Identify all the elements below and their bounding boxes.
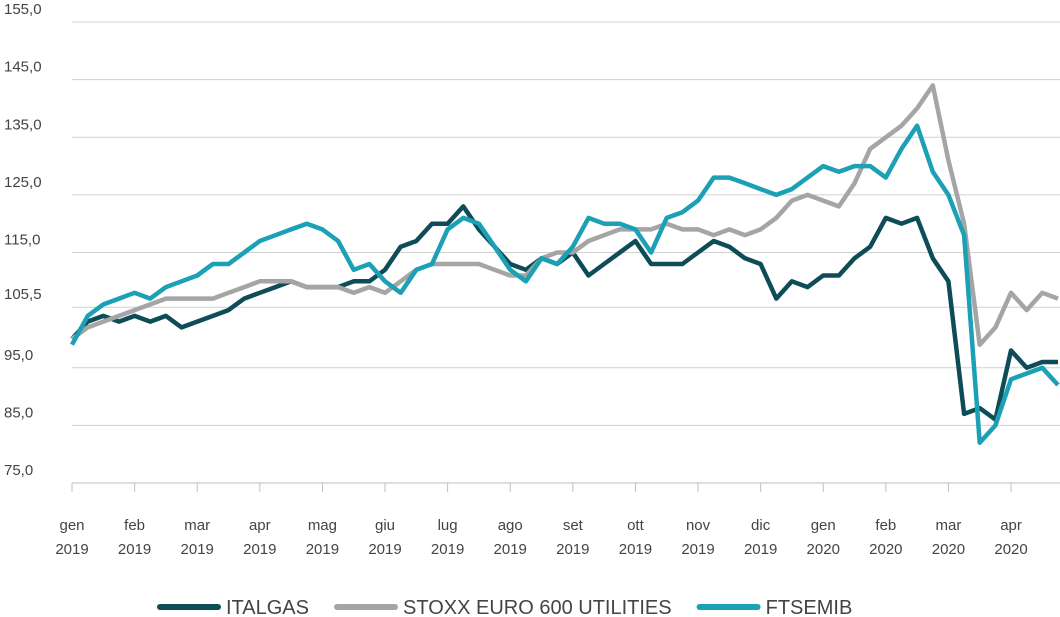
x-tick-label-line: mag <box>308 517 337 534</box>
x-tick-label-line: feb <box>124 517 145 534</box>
x-tick-label: lug 2019 <box>431 517 464 558</box>
x-tick-label-line: mar <box>936 517 962 534</box>
x-tick-label-line: feb <box>875 517 896 534</box>
x-tick-label-line: nov <box>686 517 711 534</box>
x-tick-label: apr 2019 <box>243 517 276 558</box>
x-tick-label-line: 2019 <box>431 541 464 558</box>
x-tick-label-line: lug <box>438 517 458 534</box>
x-tick-label-line: apr <box>1000 517 1022 534</box>
y-tick-label: 135,0 <box>4 116 42 133</box>
x-tick-label-line: apr <box>249 517 271 534</box>
y-tick-label: 155,0 <box>4 1 42 18</box>
x-tick-label: ago 2019 <box>494 517 527 558</box>
legend-label: ITALGAS <box>226 597 309 617</box>
x-tick-label-line: 2019 <box>243 541 276 558</box>
x-tick-label-line: 2020 <box>932 541 965 558</box>
x-tick-label-line: ago <box>498 517 523 534</box>
series-line <box>70 123 1060 445</box>
x-tick-label: mar 2020 <box>932 517 965 558</box>
x-tick-label: ott 2019 <box>619 517 652 558</box>
x-tick-label-line: ott <box>627 517 645 534</box>
x-tick-label-line: 2019 <box>556 541 589 558</box>
y-tick-label: 95,0 <box>4 347 33 364</box>
x-tick-label-line: 2019 <box>181 541 214 558</box>
y-tick-label: 85,0 <box>4 404 33 421</box>
x-tick-label-line: 2019 <box>619 541 652 558</box>
x-tick-label-line: gen <box>59 517 84 534</box>
x-tick-label: giu 2019 <box>368 517 401 558</box>
x-tick-label-line: 2019 <box>368 541 401 558</box>
y-tick-label: 125,0 <box>4 174 42 191</box>
y-tick-label: 105,5 <box>4 286 42 303</box>
x-tick-label-line: 2019 <box>681 541 714 558</box>
x-tick-label-line: 2020 <box>807 541 840 558</box>
series-line <box>70 204 1058 422</box>
x-tick-label: mar 2019 <box>181 517 214 558</box>
x-tick-label-line: dic <box>751 517 771 534</box>
x-tick-label: set 2019 <box>556 517 589 558</box>
x-tick-label-line: 2020 <box>869 541 902 558</box>
x-tick-label-line: 2019 <box>55 541 88 558</box>
legend-label: STOXX EURO 600 UTILITIES <box>403 597 672 617</box>
x-tick-label: feb 2020 <box>869 517 902 558</box>
x-tick-label-line: 2019 <box>306 541 339 558</box>
x-tick-label: apr 2020 <box>994 517 1027 558</box>
x-tick-label: feb 2019 <box>118 517 151 558</box>
legend-label: FTSEMIB <box>766 597 853 617</box>
x-tick-label: mag 2019 <box>306 517 339 558</box>
x-tick-label: gen 2019 <box>55 517 88 558</box>
x-tick-label: dic 2019 <box>744 517 777 558</box>
x-tick-label-line: mar <box>184 517 210 534</box>
x-tick-label: gen 2020 <box>807 517 840 558</box>
x-tick-label-line: 2019 <box>118 541 151 558</box>
y-tick-label: 115,0 <box>4 232 40 249</box>
x-tick-label: nov 2019 <box>681 517 714 558</box>
x-tick-label-line: giu <box>375 517 395 534</box>
x-tick-label-line: 2019 <box>494 541 527 558</box>
series-line <box>70 83 1059 347</box>
x-tick-label-line: gen <box>811 517 836 534</box>
x-tick-label-line: 2020 <box>994 541 1027 558</box>
x-tick-label-line: 2019 <box>744 541 777 558</box>
y-tick-label: 145,0 <box>4 59 42 76</box>
y-tick-label: 75,0 <box>4 462 33 479</box>
x-tick-label-line: set <box>563 517 584 534</box>
